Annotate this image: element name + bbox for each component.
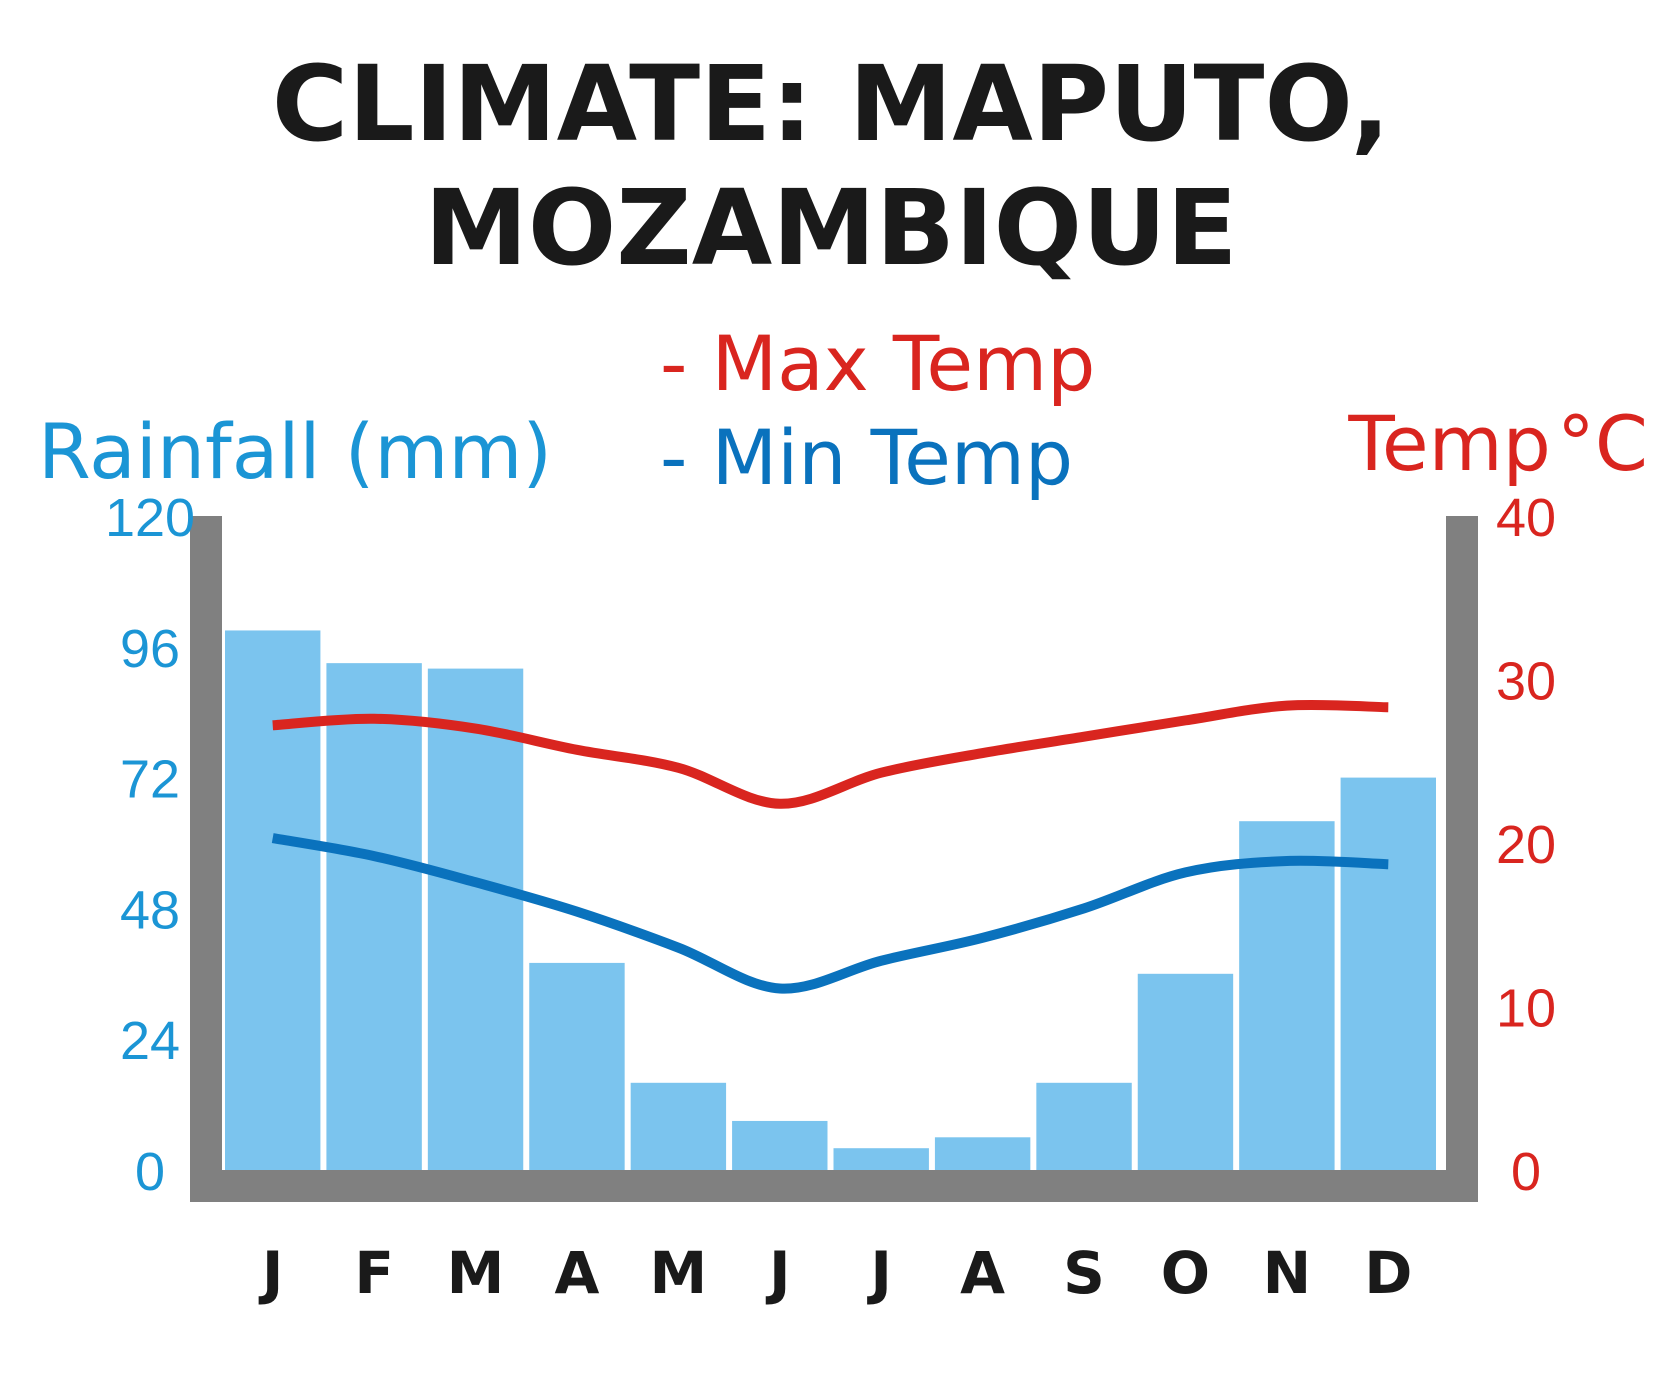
rainfall-bar-10 (1137, 973, 1234, 1170)
rainfall-bar-11 (1239, 821, 1335, 1170)
rainfall-bar-12 (1340, 777, 1436, 1170)
right-tick-label: 0 (1511, 1142, 1541, 1202)
chart-title-line-2: MOZAMBIQUE (424, 167, 1237, 289)
right-tick-label: 10 (1496, 979, 1556, 1039)
x-axis-bar (190, 1170, 1478, 1202)
left-tick-label: 24 (120, 1011, 180, 1071)
month-label: J (866, 1239, 892, 1307)
right-axis-title-label: Temp (1347, 399, 1551, 488)
rainfall-bar-4 (529, 962, 625, 1170)
month-label: A (960, 1239, 1005, 1307)
left-tick-label: 96 (120, 619, 180, 679)
rainfall-bars (225, 630, 1436, 1170)
right-tick-label: 30 (1496, 652, 1556, 712)
right-tick-label: 40 (1496, 488, 1556, 548)
left-axis-bar (190, 516, 222, 1202)
left-tick-label: 48 (120, 880, 180, 940)
month-label: J (765, 1239, 791, 1307)
rainfall-bar-7 (833, 1148, 929, 1170)
left-tick-label: 72 (120, 750, 180, 810)
right-tick-label: 20 (1496, 815, 1556, 875)
right-axis-ticks: 0 10 20 30 40 (1496, 488, 1556, 1202)
axis-frame (190, 516, 1478, 1202)
left-axis-title: Rainfall (mm) (38, 407, 552, 496)
chart-title-line-1: CLIMATE: MAPUTO, (272, 43, 1390, 165)
month-label: D (1364, 1239, 1412, 1307)
left-axis-ticks: 0 24 48 72 96 120 (105, 488, 195, 1202)
right-axis-title-unit: °C (1557, 399, 1648, 488)
rainfall-bar-2 (326, 663, 422, 1170)
legend-min-temp: - Min Temp (660, 413, 1073, 502)
right-axis-title: Temp°C (1347, 399, 1648, 488)
temperature-lines (271, 699, 1389, 994)
month-label: O (1161, 1239, 1210, 1307)
rainfall-bar-9 (1036, 1082, 1132, 1170)
month-label: M (447, 1239, 505, 1307)
right-axis-bar (1446, 516, 1478, 1202)
legend-max-temp: - Max Temp (660, 319, 1095, 408)
left-tick-label: 120 (105, 488, 195, 548)
month-label: S (1063, 1239, 1105, 1307)
month-label: A (555, 1239, 600, 1307)
month-label: F (354, 1239, 394, 1307)
rainfall-bar-1 (225, 630, 321, 1170)
left-tick-label: 0 (135, 1142, 165, 1202)
month-label: J (258, 1239, 284, 1307)
rainfall-bar-3 (427, 668, 524, 1170)
min-temp-line (271, 833, 1389, 994)
max-temp-line (272, 699, 1389, 809)
rainfall-bar-5 (630, 1082, 727, 1170)
rainfall-bar-6 (732, 1120, 828, 1170)
month-label: M (650, 1239, 708, 1307)
rainfall-bar-8 (934, 1137, 1031, 1170)
month-label: N (1263, 1239, 1312, 1307)
